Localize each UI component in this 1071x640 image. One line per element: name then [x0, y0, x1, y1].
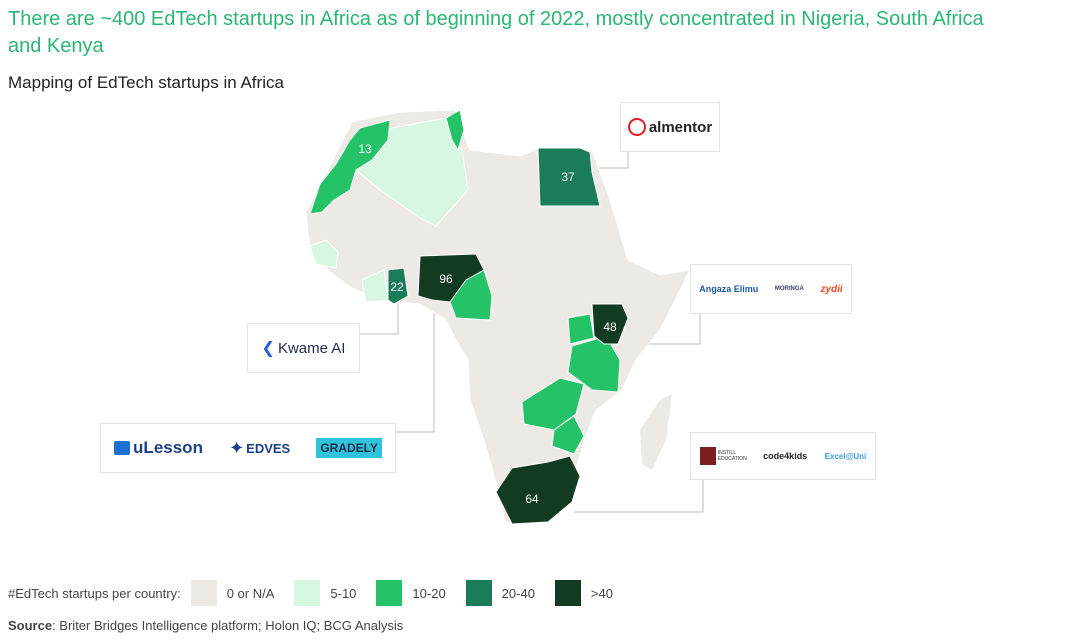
source-note: Source: Briter Bridges Intelligence plat…: [8, 618, 403, 633]
instill-mark-icon: [699, 447, 716, 465]
country-uganda: [567, 313, 595, 345]
logo-zydii: zydii: [820, 283, 843, 295]
logo-angaza-elimu: Angaza Elimu: [699, 284, 759, 294]
legend-swatch-none: [190, 580, 217, 606]
ghana-logo-box: ❮ Kwame AI: [247, 323, 360, 373]
egypt-logo-box: almentor: [620, 102, 720, 152]
nigeria-logo-box: uLesson ✦ EDVES GRADELY: [100, 423, 396, 473]
country-kenya: [591, 303, 629, 345]
legend-item-none: 0 or N/A: [226, 585, 275, 601]
count-egypt: 37: [561, 170, 575, 184]
legend-swatch-40-plus: [554, 580, 581, 606]
leader-egypt: [592, 150, 629, 169]
edves-star-icon: ✦: [229, 437, 245, 458]
country-senegal: [309, 239, 339, 269]
legend-item-5-10: 5-10: [330, 585, 357, 601]
ulesson-logo: uLesson: [114, 438, 203, 458]
source-label: Source: [8, 618, 53, 633]
legend-swatch-10-20: [376, 580, 403, 606]
logo-gradely: GRADELY: [316, 438, 382, 458]
edves-logo: ✦ EDVES: [229, 438, 290, 459]
country-egypt: [537, 147, 601, 207]
kwame-chevron-icon: ❮: [261, 340, 275, 357]
count-morocco: 13: [358, 142, 372, 156]
page-title: There are ~400 EdTech startups in Africa…: [8, 8, 984, 57]
leader-south-africa: [574, 480, 704, 513]
logo-code4kids: code4kids: [763, 451, 808, 461]
logo-instill-education: INSTILL EDUCATION: [717, 450, 747, 462]
source-text: : Briter Bridges Intelligence platform; …: [52, 618, 404, 633]
logo-moringa: MORINGA: [774, 286, 804, 292]
kenya-logo-box: Angaza Elimu MORINGA zydii: [690, 264, 852, 314]
country-tunisia: [445, 109, 465, 152]
logo-kwame-ai: Kwame AI: [277, 339, 346, 357]
logo-ulesson: uLesson: [133, 438, 203, 457]
almentor-play-icon: [627, 118, 646, 136]
legend-label: #EdTech startups per country:: [8, 585, 181, 601]
legend-item-40-plus: >40: [590, 585, 613, 601]
count-kenya: 48: [603, 320, 617, 334]
country-south-africa: [495, 455, 581, 525]
count-ghana: 22: [390, 280, 404, 294]
logo-excel-uni: Excel@Uni: [824, 451, 867, 461]
map-subtitle: Mapping of EdTech startups in Africa: [8, 73, 284, 92]
madagascar: [640, 394, 672, 470]
country-zimbabwe: [551, 415, 585, 455]
leader-nigeria: [396, 300, 435, 433]
south-africa-logo-box: INSTILL EDUCATION code4kids Excel@Uni: [690, 432, 876, 480]
legend-item-10-20: 10-20: [412, 585, 446, 601]
legend: #EdTech startups per country: 0 or N/A 5…: [8, 578, 633, 608]
legend-swatch-20-40: [465, 580, 492, 606]
logo-edves: EDVES: [246, 440, 291, 456]
count-south-africa: 64: [525, 492, 539, 506]
count-nigeria: 96: [439, 272, 453, 286]
ulesson-book-icon: [114, 441, 131, 455]
country-ghana: [387, 267, 409, 305]
legend-swatch-5-10: [294, 580, 321, 606]
logo-almentor: almentor: [648, 118, 713, 136]
leader-ghana: [358, 300, 399, 335]
country-morocco: [309, 119, 391, 215]
country-nigeria: [417, 253, 485, 303]
legend-item-20-40: 20-40: [501, 585, 535, 601]
instill-logo: INSTILL EDUCATION: [699, 447, 747, 465]
